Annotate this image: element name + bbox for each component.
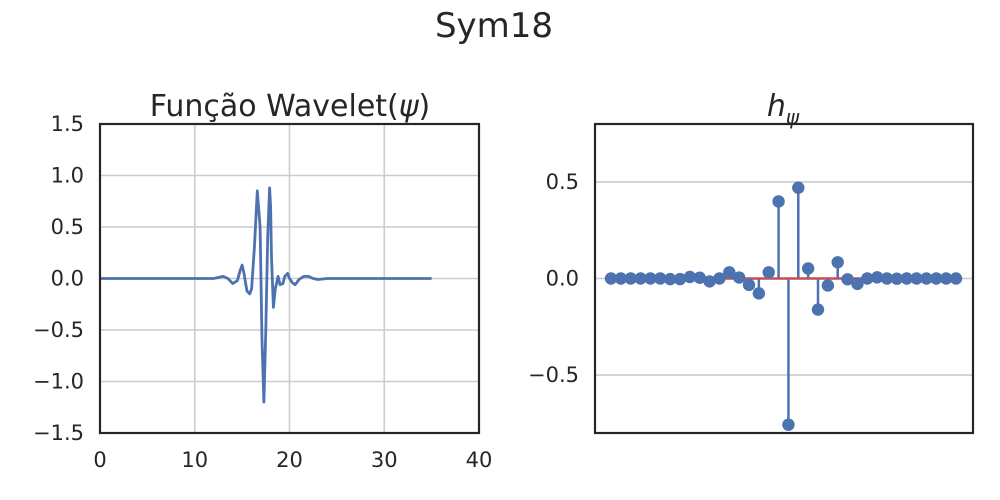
stem-marker [870,271,884,284]
stem-marker [801,262,815,275]
x-tick-label: 10 [181,448,208,472]
y-tick-label: 0.5 [546,170,579,194]
filter-axes-frame [593,122,975,435]
stem-marker [732,271,746,284]
y-tick-label: −0.5 [33,318,84,342]
filter-stems [668,187,899,425]
stem-marker [703,275,716,288]
stem-marker [910,272,923,285]
stem-marker [949,272,963,285]
stem-marker [831,256,844,269]
stem-marker [861,272,874,285]
stem-marker [792,181,805,194]
stem-marker [713,272,726,285]
x-tick-label: 20 [276,448,303,472]
stem-marker [841,273,854,286]
y-tick-label: 0.0 [546,267,579,291]
y-tick-label: 0.5 [51,215,84,239]
filter-tick-labels: 0.5 0.0 −0.5 [528,170,579,387]
y-tick-label: 1.0 [51,164,84,188]
wavelet-title-close: ) [419,89,431,124]
filter-coefficients-axes: hψ 0.5 0.0 −0.5 [528,89,975,435]
y-tick-label: −0.5 [528,363,579,387]
stem-marker [821,279,835,292]
stem-marker [920,272,933,285]
stem-marker [634,272,647,285]
x-tick-label: 30 [371,448,398,472]
stem-marker [693,271,706,284]
stem-marker [663,272,677,286]
figure-title: Sym18 [435,6,553,46]
stem-marker [604,272,618,285]
filter-markers [604,181,963,431]
stem-marker [762,266,775,279]
stem-marker [614,272,628,285]
h-letter: h [767,89,786,124]
stem-marker [624,272,637,285]
y-tick-label: 0.0 [51,267,84,291]
wavelet-axes-title: Função Wavelet(ψ) [150,89,431,124]
stem-marker [644,272,657,285]
y-tick-label: −1.5 [33,421,84,445]
stem-marker [772,195,785,208]
stem-marker [900,272,913,285]
stem-marker [654,272,667,285]
wavelet-axes-frame [98,122,481,435]
stem-marker [880,272,894,285]
wavelet-psi-line [100,186,432,404]
wavelet-tick-labels: 0 10 20 30 40 −1.5 −1.0 −0.5 0.0 0.5 1.0 1.5 [33,112,492,472]
stem-marker [683,270,697,284]
stem-marker [723,266,736,279]
psi-subscript: ψ [786,105,800,129]
x-tick-label: 40 [466,448,493,472]
stem-marker [811,303,825,316]
stem-marker [851,277,864,291]
stem-marker [742,278,756,292]
x-tick-label: 0 [93,448,106,472]
stem-marker [782,418,795,431]
stem-marker [939,272,953,285]
stem-marker [752,287,766,300]
psi-symbol: ψ [399,89,420,124]
stem-marker [673,272,687,286]
stem-marker [890,272,904,285]
y-tick-label: −1.0 [33,370,84,394]
y-tick-label: 1.5 [51,112,84,136]
wavelet-function-axes: Função Wavelet(ψ) 0 10 20 30 40−1.5−1.0−0.50… [33,89,492,472]
wavelet-title-text: Função Wavelet( [150,89,399,124]
stem-marker [930,272,943,285]
